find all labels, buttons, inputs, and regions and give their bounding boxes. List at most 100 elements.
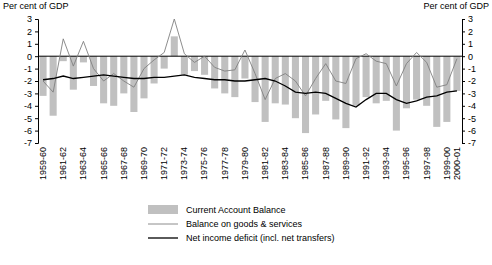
x-tick: 1985-86 xyxy=(300,145,310,180)
x-tick: 1971-72 xyxy=(159,145,169,180)
y2-tick-mark xyxy=(462,44,465,45)
y2-tick-mark xyxy=(462,118,465,119)
bar xyxy=(373,56,380,103)
bar xyxy=(413,56,420,99)
bar xyxy=(110,56,117,106)
y-tick-mark xyxy=(35,81,38,82)
legend-swatch xyxy=(148,205,178,214)
y2-axis-title: Per cent of GDP xyxy=(423,1,489,11)
x-tick: 1991-92 xyxy=(361,145,371,180)
y2-tick-mark xyxy=(462,56,465,57)
x-tick: 1987-88 xyxy=(321,145,331,180)
y-tick-label: 1 xyxy=(27,39,32,49)
bar xyxy=(443,56,450,122)
x-tick: 1969-70 xyxy=(139,145,149,180)
y-tick: -4 xyxy=(24,101,38,111)
y-tick: -5 xyxy=(24,114,38,124)
bar xyxy=(433,56,440,127)
y2-tick: -3 xyxy=(462,89,476,99)
y2-tick: -6 xyxy=(462,126,476,136)
x-tick: 1983-84 xyxy=(280,145,290,180)
y2-tick-label: -3 xyxy=(468,89,476,99)
y2-tick-mark xyxy=(462,81,465,82)
x-tick: 1997-98 xyxy=(422,145,432,180)
y-tick-label: 0 xyxy=(27,52,32,62)
bar xyxy=(100,56,107,103)
x-tick-label: 1959-60 xyxy=(38,147,48,180)
x-tick-label: 1981-82 xyxy=(260,147,270,180)
x-tick: 1963-64 xyxy=(78,145,88,180)
x-tick: 1959-60 xyxy=(38,145,48,180)
y-axis-title: Per cent of GDP xyxy=(3,1,69,11)
y-tick-mark xyxy=(35,118,38,119)
y2-tick-mark xyxy=(462,131,465,132)
y-tick-mark xyxy=(35,131,38,132)
x-tick: 1973-74 xyxy=(179,145,189,180)
line xyxy=(43,75,457,107)
y2-tick-label: 2 xyxy=(468,27,473,37)
x-tick-label: 1989-90 xyxy=(341,147,351,180)
bar xyxy=(393,56,400,130)
y2-tick-label: -5 xyxy=(468,114,476,124)
y-tick: 3 xyxy=(27,14,38,24)
x-tick-label: 1965-66 xyxy=(98,147,108,180)
y-tick-mark xyxy=(35,69,38,70)
x-tick: 1989-90 xyxy=(341,145,351,180)
x-tick-label: 1997-98 xyxy=(422,147,432,180)
legend-label: Balance on goods & services xyxy=(186,219,303,229)
y-tick: -6 xyxy=(24,126,38,136)
x-tick: 2000-01 xyxy=(452,145,462,180)
y-tick-label: -4 xyxy=(24,101,32,111)
y-tick-label: -3 xyxy=(24,89,32,99)
y2-tick: -1 xyxy=(462,64,476,74)
bar xyxy=(332,56,339,119)
x-tick-label: 1973-74 xyxy=(179,147,189,180)
chart: Per cent of GDP Per cent of GDP -7 -6 -5 -4 -3… xyxy=(0,0,492,265)
y-axis-line xyxy=(35,20,39,144)
x-tick: 1965-66 xyxy=(98,145,108,180)
bar xyxy=(191,56,198,71)
y2-tick-mark xyxy=(462,143,465,144)
y-tick-mark xyxy=(35,143,38,144)
y-tick-label: -7 xyxy=(24,138,32,148)
y2-tick-label: -2 xyxy=(468,76,476,86)
x-tick: 1993-94 xyxy=(381,145,391,180)
x-tick: 1967-68 xyxy=(119,145,129,180)
x-tick-label: 1969-70 xyxy=(139,147,149,180)
bar xyxy=(140,56,147,98)
y-axis: -7-6-5-4-3-2-10123 xyxy=(24,14,39,148)
plot-area xyxy=(38,19,462,133)
bar xyxy=(130,56,137,112)
y-tick-label: -2 xyxy=(24,76,32,86)
y2-tick-mark xyxy=(462,106,465,107)
y2-tick: -2 xyxy=(462,76,476,86)
y-tick-label: -5 xyxy=(24,114,32,124)
x-tick: 1961-62 xyxy=(58,145,68,180)
y-tick: -2 xyxy=(24,76,38,86)
y-tick-label: -6 xyxy=(24,126,32,136)
y2-tick-label: -4 xyxy=(468,101,476,111)
legend-swatch xyxy=(148,237,178,238)
line xyxy=(43,19,457,100)
bar xyxy=(171,36,178,56)
zero-line xyxy=(38,56,462,57)
x-tick-label: 1993-94 xyxy=(381,147,391,180)
y2-tick-mark xyxy=(462,19,465,20)
y2-tick-mark xyxy=(462,93,465,94)
x-tick-label: 1987-88 xyxy=(321,147,331,180)
x-tick-label: 1963-64 xyxy=(78,147,88,180)
legend: Current Account BalanceBalance on goods … xyxy=(148,205,335,243)
x-tick: 1995-96 xyxy=(401,145,411,180)
bar xyxy=(181,56,188,75)
bar xyxy=(231,56,238,97)
y2-tick: 1 xyxy=(462,39,473,49)
x-tick-label: 1999-00 xyxy=(442,147,452,180)
x-tick: 1979-80 xyxy=(240,145,250,180)
y-tick-mark xyxy=(35,31,38,32)
y-tick-mark xyxy=(35,93,38,94)
y-tick-mark xyxy=(35,56,38,57)
y2-tick: 3 xyxy=(462,14,473,24)
y2-tick: 0 xyxy=(462,52,473,62)
x-tick: 1999-00 xyxy=(442,145,452,180)
y-tick: -7 xyxy=(24,138,38,148)
